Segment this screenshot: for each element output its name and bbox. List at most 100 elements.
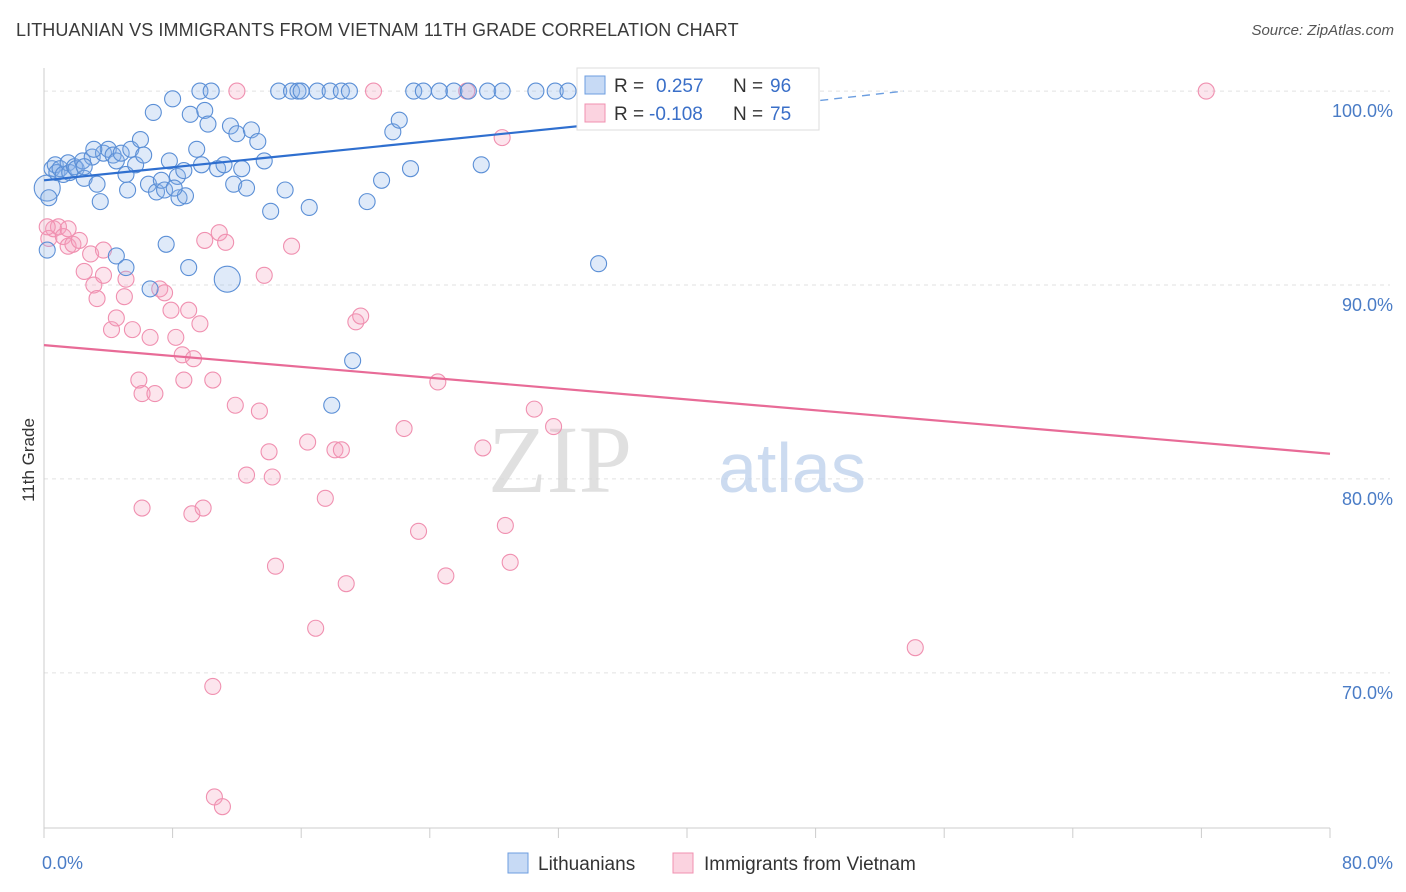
- data-point-vietnam: [237, 466, 256, 484]
- data-point-vietnam: [352, 307, 370, 325]
- data-point-lithuanians: [225, 175, 243, 193]
- data-point-vietnam: [107, 309, 125, 327]
- legend-r-value: 0.257: [656, 76, 704, 97]
- data-point-vietnam: [217, 233, 235, 251]
- bottom-legend-swatch-lithuanians: [507, 852, 529, 874]
- data-point-vietnam: [141, 328, 159, 346]
- legend-box-frame: [576, 67, 820, 131]
- data-point-lithuanians: [75, 158, 93, 176]
- data-point-lithuanians: [215, 156, 233, 174]
- bottom-legend-label-vietnam: Immigrants from Vietnam: [704, 854, 916, 875]
- x-tick-label: 0.0%: [42, 853, 83, 873]
- data-point-lithuanians: [199, 115, 217, 133]
- data-point-lithuanians: [119, 181, 137, 199]
- data-point-vietnam: [167, 328, 185, 346]
- data-point-vietnam: [429, 373, 447, 391]
- data-point-lithuanians: [472, 156, 490, 174]
- data-point-lithuanians: [88, 175, 106, 193]
- data-point-lithuanians: [181, 105, 199, 123]
- data-point-lithuanians: [91, 193, 109, 211]
- data-point-lithuanians: [358, 193, 376, 211]
- data-point-lithuanians: [40, 189, 58, 207]
- data-point-vietnam: [156, 284, 174, 302]
- legend-r-value: -0.108: [649, 104, 703, 125]
- data-point-lithuanians: [233, 160, 251, 178]
- watermark: ZIP atlas: [488, 406, 866, 513]
- data-point-vietnam: [70, 231, 88, 249]
- source-credit: Source: ZipAtlas.com: [1251, 22, 1394, 39]
- data-point-lithuanians: [237, 179, 256, 197]
- data-point-lithuanians: [164, 90, 182, 108]
- data-point-vietnam: [364, 82, 383, 100]
- data-point-vietnam: [493, 129, 511, 147]
- data-point-vietnam: [906, 639, 924, 657]
- y-axis-label: 11th Grade: [19, 418, 38, 502]
- data-point-lithuanians: [300, 198, 318, 216]
- data-point-vietnam: [409, 522, 428, 540]
- data-point-vietnam: [1197, 82, 1215, 100]
- data-point-lithuanians: [308, 82, 326, 100]
- data-point-vietnam: [226, 396, 244, 414]
- legend-r-label: R =: [614, 76, 644, 97]
- legend-n-label: N =: [733, 76, 763, 97]
- data-point-lithuanians: [276, 181, 294, 199]
- data-point-lithuanians: [249, 132, 267, 151]
- data-point-lithuanians: [255, 152, 273, 170]
- data-point-lithuanians: [165, 179, 183, 197]
- data-point-vietnam: [496, 516, 514, 535]
- data-point-vietnam: [337, 575, 355, 593]
- bottom-legend: Lithuanians Immigrants from Vietnam: [507, 852, 916, 875]
- data-point-lithuanians: [292, 82, 310, 100]
- data-point-lithuanians: [188, 140, 206, 158]
- data-point-lithuanians: [401, 160, 420, 178]
- data-point-vietnam: [191, 315, 209, 333]
- data-point-lithuanians: [196, 101, 214, 120]
- series-immigrants-from-vietnam: [38, 82, 1215, 816]
- data-point-lithuanians: [135, 146, 153, 164]
- y-tick-label: 90.0%: [1342, 295, 1393, 315]
- data-point-vietnam: [162, 301, 180, 319]
- data-point-lithuanians: [157, 235, 175, 253]
- data-point-lithuanians: [414, 82, 432, 100]
- legend-box: R = 0.257 N = 96 R = -0.108 N = 75: [576, 67, 820, 131]
- data-point-vietnam: [525, 400, 543, 418]
- data-point-vietnam: [146, 385, 164, 403]
- data-point-lithuanians: [38, 241, 56, 259]
- data-point-lithuanians: [479, 82, 497, 100]
- data-point-vietnam: [263, 468, 281, 486]
- data-point-vietnam: [94, 266, 113, 284]
- data-point-lithuanians: [559, 82, 577, 100]
- data-point-vietnam: [133, 385, 151, 403]
- data-point-lithuanians: [459, 82, 477, 100]
- data-point-lithuanians: [546, 82, 564, 100]
- tick-labels: 100.0% 90.0% 80.0% 70.0% 0.0% 80.0%: [42, 101, 1393, 873]
- data-point-vietnam: [332, 441, 350, 459]
- data-point-vietnam: [283, 237, 301, 255]
- data-point-lithuanians: [180, 259, 198, 277]
- data-point-vietnam: [115, 288, 133, 306]
- legend-swatch-vietnam: [584, 103, 606, 123]
- data-point-vietnam: [88, 290, 106, 308]
- data-point-vietnam: [123, 321, 141, 339]
- data-point-lithuanians: [390, 111, 408, 129]
- data-point-vietnam: [437, 567, 455, 585]
- data-point-lithuanians: [228, 125, 246, 143]
- data-point-vietnam: [204, 371, 222, 389]
- data-point-vietnam: [75, 262, 93, 280]
- data-point-vietnam: [501, 553, 519, 571]
- data-point-lithuanians: [373, 171, 391, 189]
- data-point-lithuanians: [74, 152, 92, 170]
- data-point-vietnam: [196, 231, 214, 249]
- data-point-vietnam: [250, 402, 268, 420]
- trendline-vietnam: [43, 344, 1331, 455]
- series-lithuanians: [33, 82, 624, 414]
- data-point-lithuanians: [283, 82, 301, 100]
- chart-title: LITHUANIAN VS IMMIGRANTS FROM VIETNAM 11…: [16, 20, 739, 40]
- data-point-vietnam: [307, 619, 325, 637]
- data-point-vietnam: [130, 371, 148, 389]
- data-point-vietnam: [133, 499, 151, 517]
- data-point-vietnam: [173, 346, 191, 364]
- data-point-vietnam: [175, 371, 193, 389]
- y-tick-label: 80.0%: [1342, 489, 1393, 509]
